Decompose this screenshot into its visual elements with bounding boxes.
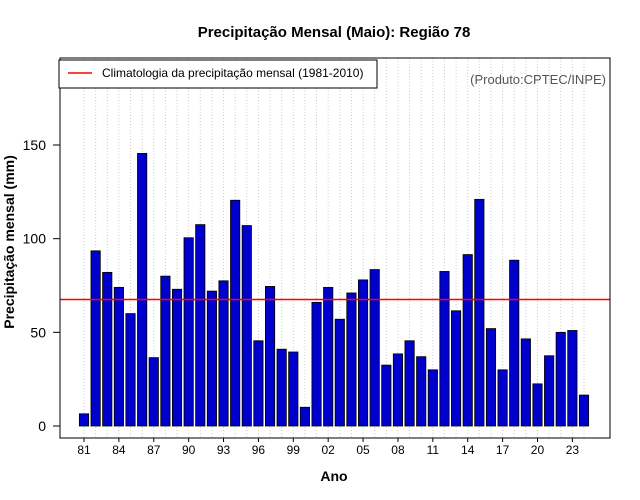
bar-11 (427, 369, 438, 427)
bar-83 (102, 271, 113, 427)
bar-24 (578, 394, 590, 427)
legend-climatology-label: Climatologia da precipitação mensal (198… (102, 66, 363, 80)
bar-88 (160, 275, 171, 427)
bar-08 (392, 353, 403, 427)
bar-82 (90, 250, 101, 427)
bar-90 (183, 237, 194, 427)
bar-99 (288, 351, 299, 427)
bar-23 (567, 330, 578, 427)
bar-97 (264, 286, 276, 427)
x-tick-label: 87 (147, 443, 161, 457)
y-tick-label: 100 (23, 231, 47, 247)
y-tick-label: 0 (38, 418, 46, 434)
x-tick-label: 90 (182, 443, 196, 457)
bar-16 (485, 328, 497, 427)
bar-15 (474, 198, 485, 427)
bar-89 (171, 288, 183, 427)
bar-10 (416, 356, 427, 427)
bar-06 (369, 269, 380, 427)
bar-91 (195, 224, 206, 427)
bar-07 (381, 364, 392, 427)
x-tick-label: 05 (356, 443, 370, 457)
x-axis: 81 84 87 90 93 96 99 02 05 08 11 14 17 20 23 (77, 438, 579, 457)
legend: Climatologia da precipitação mensal (198… (58, 59, 378, 89)
y-tick-label: 50 (30, 324, 46, 340)
bar-96 (253, 340, 264, 427)
bar-19 (520, 338, 531, 427)
x-tick-label: 99 (287, 443, 301, 457)
bar-17 (497, 369, 508, 427)
bar-01 (311, 301, 322, 427)
bar-94 (230, 199, 241, 427)
x-tick-label: 20 (531, 443, 545, 457)
bar-03 (334, 318, 345, 427)
bar-93 (218, 280, 229, 427)
bar-85 (125, 313, 136, 427)
bar-13 (451, 310, 462, 427)
bar-21 (544, 355, 555, 427)
bar-95 (241, 225, 252, 427)
bars (78, 153, 590, 427)
bar-22 (555, 331, 566, 427)
bar-98 (276, 348, 287, 427)
bar-18 (509, 259, 520, 427)
x-tick-label: 11 (427, 443, 440, 457)
chart-title: Precipitação Mensal (Maio): Região 78 (198, 24, 471, 41)
x-tick-label: 81 (77, 443, 91, 457)
x-tick-label: 14 (461, 443, 475, 457)
bar-84 (113, 286, 124, 427)
bar-02 (323, 286, 334, 427)
y-tick-label: 150 (23, 137, 47, 153)
x-tick-label: 96 (252, 443, 266, 457)
x-tick-label: 23 (566, 443, 580, 457)
y-axis: 0 50 100 150 (23, 137, 61, 434)
bar-81 (78, 413, 90, 427)
bar-09 (404, 340, 415, 427)
x-axis-label: Ano (320, 468, 347, 484)
grid-lines (83, 58, 585, 438)
bar-14 (462, 254, 473, 427)
bar-20 (532, 383, 543, 427)
x-tick-label: 02 (322, 443, 336, 457)
x-tick-label: 84 (112, 443, 126, 457)
bar-86 (137, 153, 148, 427)
bar-00 (299, 406, 310, 427)
y-axis-label: Precipitação mensal (mm) (1, 155, 17, 329)
bar-92 (206, 290, 217, 427)
x-tick-label: 17 (496, 443, 510, 457)
bar-12 (439, 271, 450, 427)
bar-87 (148, 357, 159, 427)
x-tick-label: 93 (217, 443, 231, 457)
legend-box (58, 59, 378, 89)
bar-05 (358, 279, 369, 427)
x-tick-label: 08 (391, 443, 405, 457)
bar-04 (346, 292, 357, 427)
source-note: (Produto:CPTEC/INPE) (470, 72, 606, 87)
